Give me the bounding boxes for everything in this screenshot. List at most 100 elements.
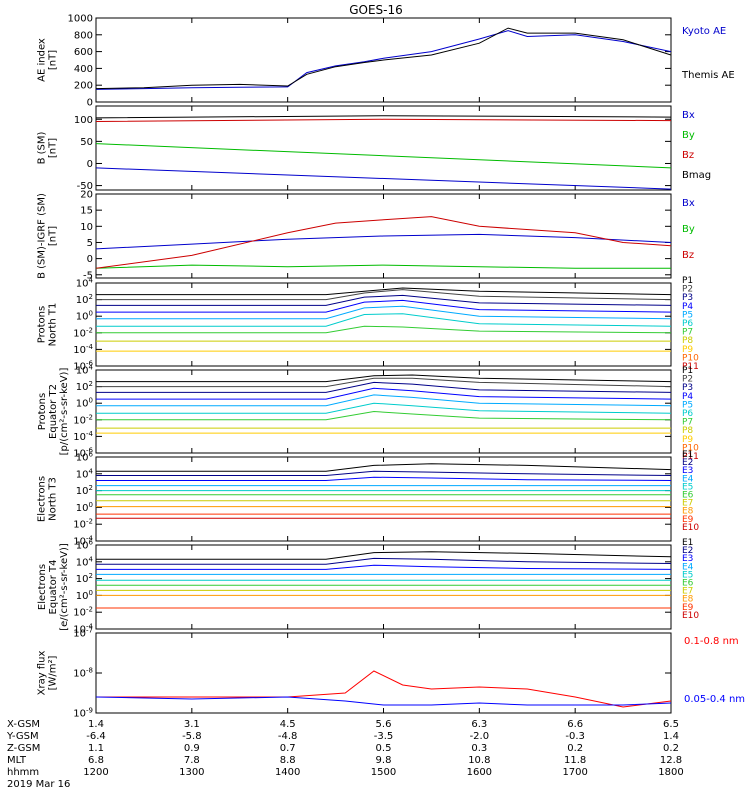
footer-value: 0.7 [280, 743, 296, 754]
panel-frame [95, 105, 672, 191]
legend-entry: P11 [682, 362, 699, 372]
series-line [96, 394, 671, 407]
series-line [96, 564, 671, 570]
legend-entry: E6 [682, 579, 694, 589]
y-axis-label: Protons [37, 393, 48, 430]
y-tick-label: 10-2 [73, 606, 93, 619]
series-line [96, 463, 671, 472]
footer-value: 1.4 [663, 731, 679, 742]
series-line [96, 30, 671, 90]
y-tick-label: 0 [87, 254, 93, 265]
footer-label-hhmm: hhmm [7, 767, 39, 778]
series-line [96, 402, 671, 414]
y-tick-label: 10-4 [73, 343, 93, 356]
footer-value: 0.9 [184, 743, 200, 754]
y-axis-label: Protons [37, 306, 48, 343]
legend-entry: Bmag [682, 170, 711, 181]
series-line [96, 299, 671, 313]
figure-title: GOES-16 [349, 3, 403, 17]
date-label: 2019 Mar 16 [7, 779, 70, 790]
footer-value: -6.4 [86, 731, 106, 742]
legend-entry: P6 [682, 319, 693, 329]
y-tick-label: 100 [76, 310, 93, 323]
footer-value: -0.3 [565, 731, 585, 742]
y-tick-label: 102 [76, 572, 93, 585]
legend-entry: P5 [682, 400, 693, 410]
y-tick-label: 10-9 [73, 707, 93, 720]
y-tick-label: 400 [74, 64, 93, 75]
legend-entry: E1 [682, 450, 693, 460]
footer-value: -2.0 [470, 731, 490, 742]
series-line [96, 233, 671, 250]
footer-value: 3.1 [184, 719, 200, 730]
y-tick-label: 10-2 [73, 413, 93, 426]
y-axis-label: Equator T4 [48, 560, 59, 615]
legend-entry: P9 [682, 345, 693, 355]
legend-entry: E7 [682, 587, 693, 597]
panel-frame [95, 544, 672, 630]
footer-value: 7.8 [184, 755, 200, 766]
footer-value: 1600 [467, 767, 492, 778]
footer-row-labels: X-GSM Y-GSM Z-GSM MLT hhmm 2019 Mar 16 [6, 719, 70, 790]
y-tick-label: 50 [80, 137, 93, 148]
footer-value: 10.8 [468, 755, 490, 766]
footer-value: 9.8 [376, 755, 392, 766]
y-tick-label: 10-7 [73, 627, 93, 640]
series-line [96, 476, 671, 481]
legend-entry: P9 [682, 435, 693, 445]
y-tick-label: 100 [76, 501, 93, 514]
legend-entry: P2 [682, 375, 693, 385]
series-line [96, 289, 671, 301]
footer-value: 12.8 [660, 755, 682, 766]
y-axis-label: [W/m²] [48, 655, 59, 690]
footer-label-ygsm: Y-GSM [6, 731, 39, 742]
legend-entry: Bz [682, 250, 694, 261]
legend-entry: E2 [682, 458, 693, 468]
y-tick-label: 20 [80, 190, 93, 201]
series-line [96, 143, 671, 169]
series-line [96, 118, 671, 122]
legend-entry: Bx [682, 198, 695, 209]
series-line [96, 115, 671, 119]
series-line [96, 305, 671, 320]
panel-frame [95, 632, 672, 714]
legend-entry: E4 [682, 562, 694, 572]
legend-entry: 0.05-0.4 nm [684, 694, 745, 705]
legend-entry: E1 [682, 538, 693, 548]
legend-entry: P3 [682, 293, 693, 303]
series-line [96, 264, 671, 269]
y-tick-label: -5 [83, 270, 93, 281]
y-axis-label: [nT] [48, 138, 59, 158]
y-tick-label: -50 [77, 181, 93, 192]
y-tick-label: 5 [87, 238, 93, 249]
series-line [96, 287, 671, 296]
footer-value: 1.1 [88, 743, 104, 754]
series-line [96, 557, 671, 565]
legend-entry: E9 [682, 603, 694, 613]
panel-8: 10-9 10-8 10-7 Xray flux [W/m²] 0.1-0.8 nm 0.0… [37, 627, 746, 720]
legend-entry: P1 [682, 276, 693, 286]
y-axis-label: [nT] [48, 226, 59, 246]
legend-entry: E3 [682, 466, 693, 476]
series-line [96, 377, 671, 388]
legend-entry: P7 [682, 328, 693, 338]
legend-entry: Bx [682, 110, 695, 121]
y-tick-label: 200 [74, 81, 93, 92]
footer-value: 1.4 [88, 719, 104, 730]
legend-entry: By [682, 224, 695, 235]
series-line [96, 294, 671, 306]
footer-value: 0.2 [567, 743, 583, 754]
y-tick-label: 102 [76, 484, 93, 497]
legend-entry: P10 [682, 353, 699, 363]
footer-value: 6.5 [663, 719, 679, 730]
footer-value: 1200 [83, 767, 108, 778]
footer-value: 11.8 [564, 755, 586, 766]
y-tick-label: 0 [87, 98, 93, 109]
footer-value: 8.8 [280, 755, 296, 766]
y-tick-label: 15 [80, 206, 93, 217]
